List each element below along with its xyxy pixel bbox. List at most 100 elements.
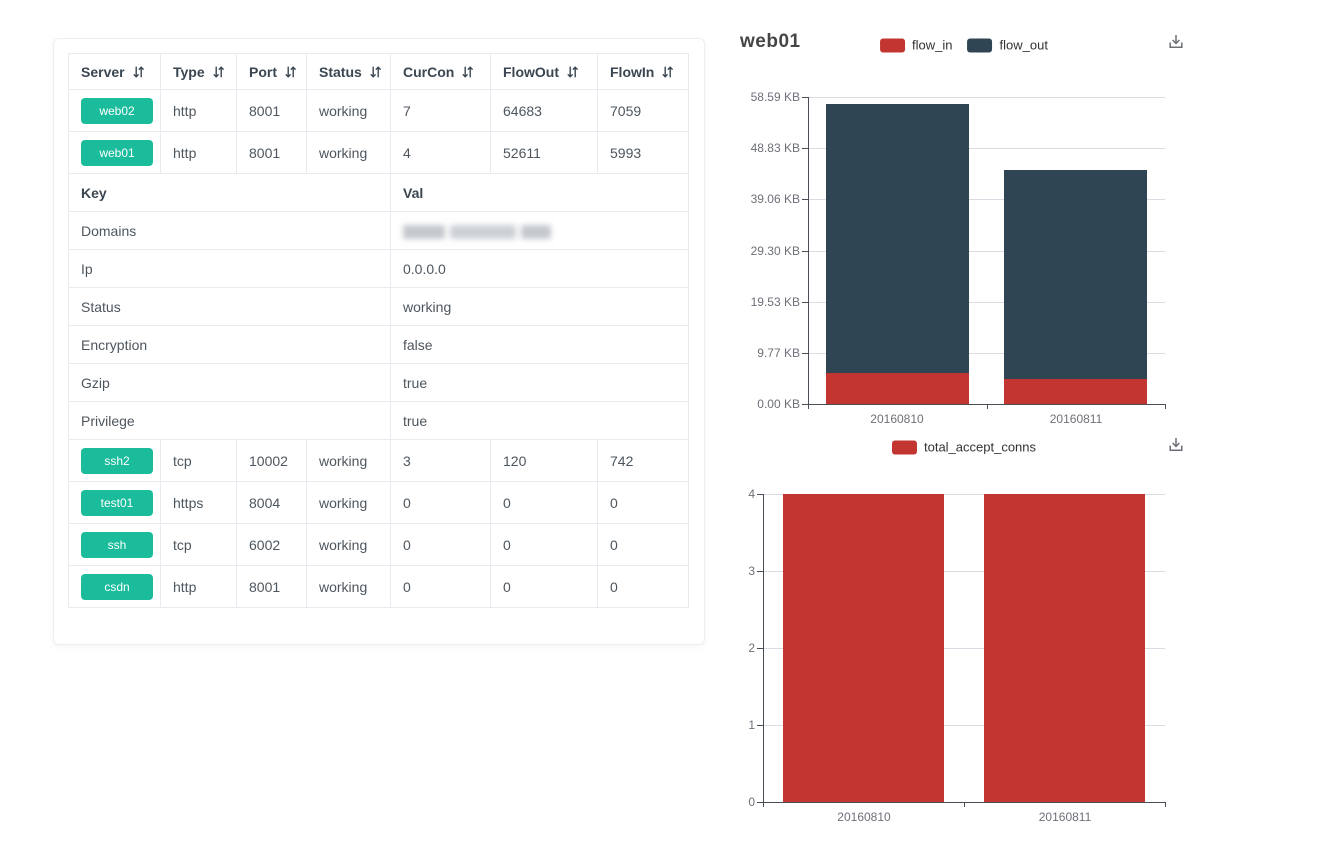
cell-type: https <box>160 481 237 524</box>
cell-port: 8001 <box>236 89 307 132</box>
cell-port: 6002 <box>236 523 307 566</box>
sort-icon[interactable] <box>661 65 674 79</box>
key-cell: Domains <box>68 211 391 250</box>
gridline <box>808 148 1165 149</box>
legend-item-flow_in[interactable]: flow_in <box>880 37 953 53</box>
keyval-row: Privilege true <box>68 401 689 440</box>
cell-flowin: 0 <box>597 565 689 608</box>
server-badge[interactable]: ssh <box>81 531 153 558</box>
keyval-header-row: Key Val <box>68 173 689 212</box>
bar-flow_in-20160810 <box>826 373 969 404</box>
cell-server: web02 <box>68 89 161 132</box>
gridline <box>808 302 1165 303</box>
redacted-domains-value <box>403 224 551 239</box>
column-header-server[interactable]: Server <box>68 53 161 90</box>
bar-total_accept_conns-20160810 <box>783 494 944 802</box>
conns-chart-legend: total_accept_conns <box>891 439 1037 455</box>
keyval-row: Ip 0.0.0.0 <box>68 249 689 288</box>
cell-server: test01 <box>68 481 161 524</box>
legend-label: flow_in <box>912 37 953 53</box>
column-header-curcon[interactable]: CurCon <box>390 53 491 90</box>
server-badge[interactable]: test01 <box>81 489 153 516</box>
cell-status: working <box>306 481 391 524</box>
y-axis-tick-label: 3 <box>748 564 755 578</box>
cell-type: http <box>160 565 237 608</box>
header-row: Server Type Port Status CurCon FlowOut FlowIn <box>68 53 689 90</box>
y-axis-line <box>763 494 764 803</box>
keyval-row: Gzip true <box>68 363 689 402</box>
y-axis-line <box>808 97 809 405</box>
column-header-type[interactable]: Type <box>160 53 237 90</box>
column-label: Server <box>81 63 125 80</box>
bar-flow_out-20160811 <box>1004 170 1147 379</box>
cell-flowout: 0 <box>490 481 598 524</box>
column-header-status[interactable]: Status <box>306 53 391 90</box>
y-axis-tick <box>757 494 763 495</box>
flow-chart-plot: 58.59 KB 48.83 KB 39.06 KB 29.30 KB 19.53 KB… <box>740 90 1188 437</box>
cell-flowout: 52611 <box>490 131 598 174</box>
sort-icon[interactable] <box>566 65 579 79</box>
val-cell: true <box>390 401 689 440</box>
val-cell: working <box>390 287 689 326</box>
sort-icon[interactable] <box>132 65 145 79</box>
save-as-image-icon[interactable] <box>1166 32 1186 52</box>
cell-flowout: 120 <box>490 439 598 482</box>
column-header-port[interactable]: Port <box>236 53 307 90</box>
sort-icon[interactable] <box>212 65 225 79</box>
cell-type: tcp <box>160 439 237 482</box>
servers-table: Server Type Port Status CurCon FlowOut FlowIn … <box>68 53 689 608</box>
y-axis-tick <box>802 251 808 252</box>
y-axis-tick-label: 4 <box>748 487 755 501</box>
x-axis-tick <box>1165 404 1166 409</box>
cell-type: http <box>160 89 237 132</box>
column-header-flowout[interactable]: FlowOut <box>490 53 598 90</box>
key-cell: Encryption <box>68 325 391 364</box>
key-cell: Ip <box>68 249 391 288</box>
gridline <box>763 494 1165 495</box>
legend-item-total_accept_conns[interactable]: total_accept_conns <box>891 439 1037 455</box>
servers-card: Server Type Port Status CurCon FlowOut FlowIn … <box>53 38 705 645</box>
x-axis-category-label: 20160810 <box>870 412 924 426</box>
y-axis-tick <box>757 725 763 726</box>
y-axis-tick-label: 2 <box>748 641 755 655</box>
server-row: test01 https 8004 working 0 0 0 <box>68 481 689 524</box>
column-header-flowin[interactable]: FlowIn <box>597 53 689 90</box>
x-axis-tick <box>763 802 764 807</box>
server-row: web01 http 8001 working 4 52611 5993 <box>68 131 689 174</box>
server-row: csdn http 8001 working 0 0 0 <box>68 565 689 608</box>
sort-icon[interactable] <box>369 65 382 79</box>
y-axis-tick-label: 0.00 KB <box>757 397 800 411</box>
server-badge[interactable]: ssh2 <box>81 447 153 474</box>
y-axis-tick-label: 29.30 KB <box>750 244 800 258</box>
cell-flowin: 742 <box>597 439 689 482</box>
x-axis-line <box>808 404 1165 405</box>
keyval-row: Encryption false <box>68 325 689 364</box>
x-axis-category-label: 20160811 <box>1049 412 1103 426</box>
save-as-image-icon[interactable] <box>1166 435 1186 455</box>
x-axis-tick <box>964 802 965 807</box>
key-cell: Status <box>68 287 391 326</box>
gridline <box>808 251 1165 252</box>
legend-item-flow_out[interactable]: flow_out <box>967 38 1048 53</box>
bar-flow_in-20160811 <box>1004 379 1147 404</box>
sort-icon[interactable] <box>284 65 297 79</box>
cell-port: 8001 <box>236 565 307 608</box>
gridline <box>763 571 1165 572</box>
cell-port: 8004 <box>236 481 307 524</box>
sort-icon[interactable] <box>461 65 474 79</box>
y-axis-tick-label: 48.83 KB <box>750 141 800 155</box>
cell-status: working <box>306 131 391 174</box>
server-badge[interactable]: web02 <box>81 97 153 124</box>
server-badge[interactable]: csdn <box>81 573 153 600</box>
flow-chart-header: web01 flow_in flow_out <box>740 28 1188 62</box>
keyval-row: Domains <box>68 211 689 250</box>
y-axis-tick <box>802 302 808 303</box>
val-cell: true <box>390 363 689 402</box>
server-row: ssh tcp 6002 working 0 0 0 <box>68 523 689 566</box>
y-axis-tick <box>757 802 763 803</box>
server-badge[interactable]: web01 <box>81 139 153 166</box>
legend-label: total_accept_conns <box>923 439 1037 455</box>
cell-server: web01 <box>68 131 161 174</box>
y-axis-tick <box>757 648 763 649</box>
